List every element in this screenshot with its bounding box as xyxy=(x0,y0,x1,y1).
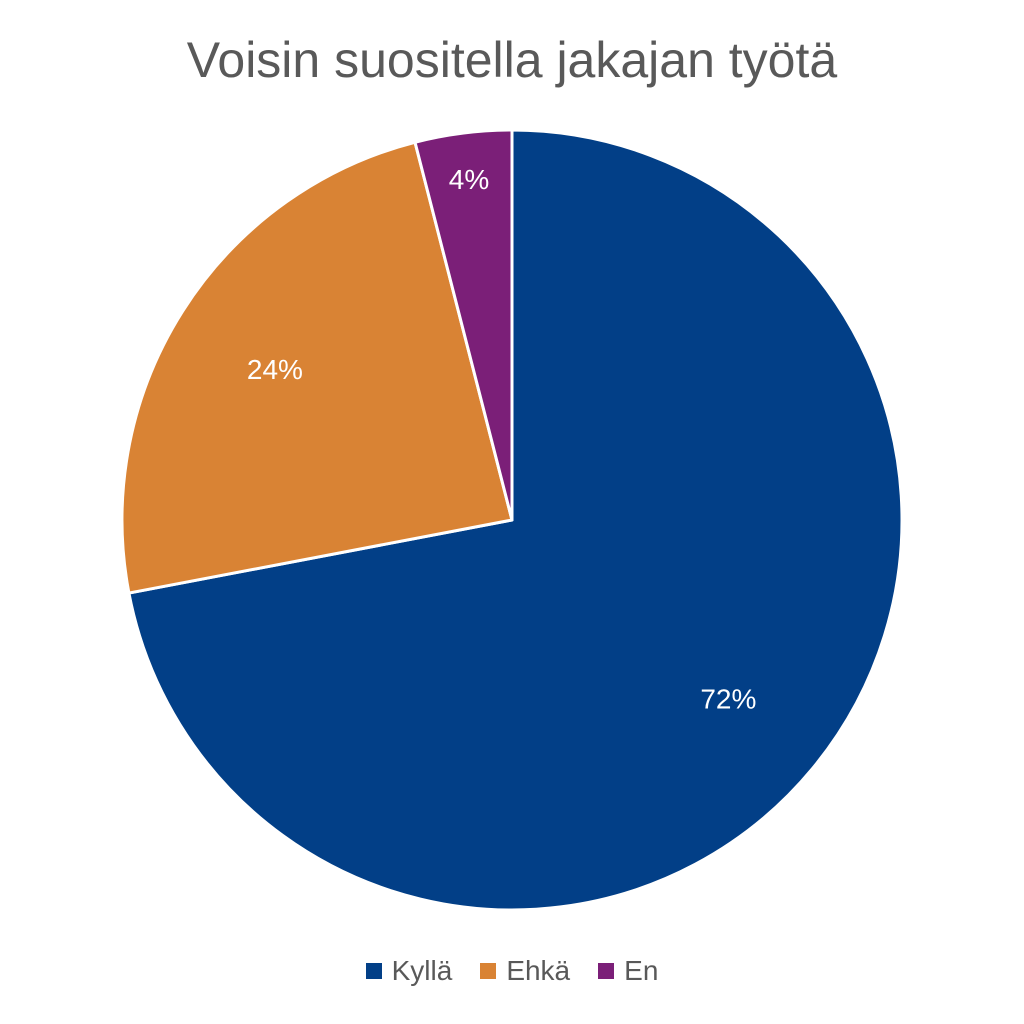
legend-label-kylla: Kyllä xyxy=(391,955,453,986)
legend-item-kylla: Kyllä xyxy=(365,955,453,987)
legend-label-en: En xyxy=(624,955,659,986)
pie-data-labels: 72% 24% 4% xyxy=(247,164,756,714)
pie-slice-kylla xyxy=(127,128,904,912)
legend-label-ehka: Ehkä xyxy=(506,955,571,986)
pie-slices xyxy=(120,128,904,912)
data-label-en: 4% xyxy=(449,164,489,195)
chart-legend: Kyllä Ehkä En xyxy=(0,955,1024,987)
pie-slice-en xyxy=(413,128,514,522)
legend-swatch-kylla xyxy=(365,963,382,979)
pie-slice-ehka xyxy=(120,140,514,595)
legend-swatch-en xyxy=(598,963,615,979)
data-label-ehka: 24% xyxy=(247,354,303,385)
chart-title: Voisin suositella jakajan työtä xyxy=(186,32,838,88)
legend-item-ehka: Ehkä xyxy=(480,955,570,987)
legend-swatch-ehka xyxy=(480,963,497,979)
legend-item-en: En xyxy=(598,955,658,987)
data-label-kylla: 72% xyxy=(700,683,756,714)
